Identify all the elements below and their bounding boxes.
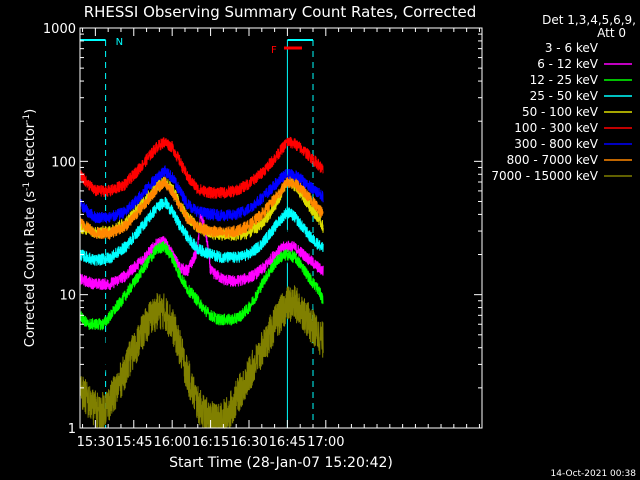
x-tick-label: 15:30 [77,435,114,450]
legend-header-line2: Att 0 [597,26,626,40]
series-line-6 [79,165,324,224]
legend-label-4: 50 - 100 keV [522,105,599,119]
legend-label-2: 12 - 25 keV [530,73,599,87]
chart-title: RHESSI Observing Summary Count Rates, Co… [84,3,477,21]
y-axis-label-sup1: -1 [22,182,32,191]
y-axis-label-part1: Corrected Count Rate (s [23,191,38,348]
x-tick-label: 16:30 [230,435,267,450]
series-line-7 [79,176,324,241]
y-axis-ticks: 1 10 100 1000 [43,22,482,437]
y-tick-label: 1 [68,422,76,437]
y-axis-label-part2: detector [23,122,38,182]
series-line-8 [79,285,324,430]
series-line-3 [79,196,324,266]
legend-label-1: 6 - 12 keV [537,57,599,71]
legend-label-0: 3 - 6 keV [545,41,599,55]
series-lines [79,136,324,430]
x-tick-label: 16:45 [269,435,306,450]
y-tick-label: 10 [59,289,76,304]
x-tick-label: 17:00 [307,435,344,450]
f-flag-label: F [271,45,277,56]
plot-frame [79,27,483,429]
legend-label-5: 100 - 300 keV [514,121,598,135]
legend-label-3: 25 - 50 keV [530,89,599,103]
y-tick-label: 1000 [43,22,76,37]
legend: 3 - 6 keV 6 - 12 keV 12 - 25 keV 25 - 50 ke… [491,41,632,183]
x-tick-label: 16:15 [192,435,229,450]
legend-header-line1: Det 1,3,4,5,6,9, [542,13,636,27]
x-tick-label: 15:45 [115,435,152,450]
x-tick-label: 16:00 [153,435,190,450]
series-line-5 [79,136,324,199]
legend-label-7: 800 - 7000 keV [507,153,599,167]
x-axis-ticks: 15:30 15:45 16:00 16:15 16:30 16:45 17:00 [77,28,480,450]
series-line-2 [79,240,324,331]
legend-label-6: 300 - 800 keV [514,137,598,151]
y-axis-label: Corrected Count Rate (s-1 detector-1) [22,109,38,347]
series-line-1 [79,210,324,291]
y-tick-label: 100 [51,155,76,170]
y-axis-label-part3: ) [23,109,38,114]
legend-label-8: 7000 - 15000 keV [491,169,598,183]
n-flag-label: N [116,37,123,48]
footer-date: 14-Oct-2021 00:38 [551,469,637,479]
x-axis-label: Start Time (28-Jan-07 15:20:42) [169,455,393,471]
y-axis-label-sup2: -1 [22,114,32,123]
